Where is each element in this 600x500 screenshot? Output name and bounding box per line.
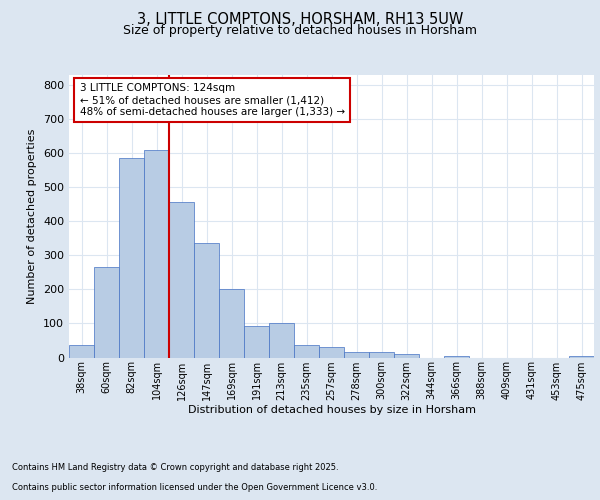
Bar: [94, 266, 119, 358]
Bar: [344, 352, 369, 358]
Bar: [319, 347, 344, 358]
Bar: [569, 356, 594, 358]
Bar: [194, 243, 219, 358]
Bar: [444, 356, 469, 358]
Bar: [394, 354, 419, 358]
Bar: [219, 290, 244, 358]
Bar: [69, 344, 94, 358]
Bar: [244, 326, 269, 358]
Bar: [294, 344, 319, 358]
Text: 3, LITTLE COMPTONS, HORSHAM, RH13 5UW: 3, LITTLE COMPTONS, HORSHAM, RH13 5UW: [137, 12, 463, 28]
Bar: [144, 150, 169, 358]
Bar: [119, 158, 144, 358]
Text: Contains public sector information licensed under the Open Government Licence v3: Contains public sector information licen…: [12, 484, 377, 492]
Bar: [369, 352, 394, 358]
Bar: [269, 323, 294, 358]
Text: Contains HM Land Registry data © Crown copyright and database right 2025.: Contains HM Land Registry data © Crown c…: [12, 464, 338, 472]
Bar: [169, 202, 194, 358]
Text: Size of property relative to detached houses in Horsham: Size of property relative to detached ho…: [123, 24, 477, 37]
Text: 3 LITTLE COMPTONS: 124sqm
← 51% of detached houses are smaller (1,412)
48% of se: 3 LITTLE COMPTONS: 124sqm ← 51% of detac…: [79, 84, 344, 116]
X-axis label: Distribution of detached houses by size in Horsham: Distribution of detached houses by size …: [187, 406, 476, 415]
Y-axis label: Number of detached properties: Number of detached properties: [28, 128, 37, 304]
